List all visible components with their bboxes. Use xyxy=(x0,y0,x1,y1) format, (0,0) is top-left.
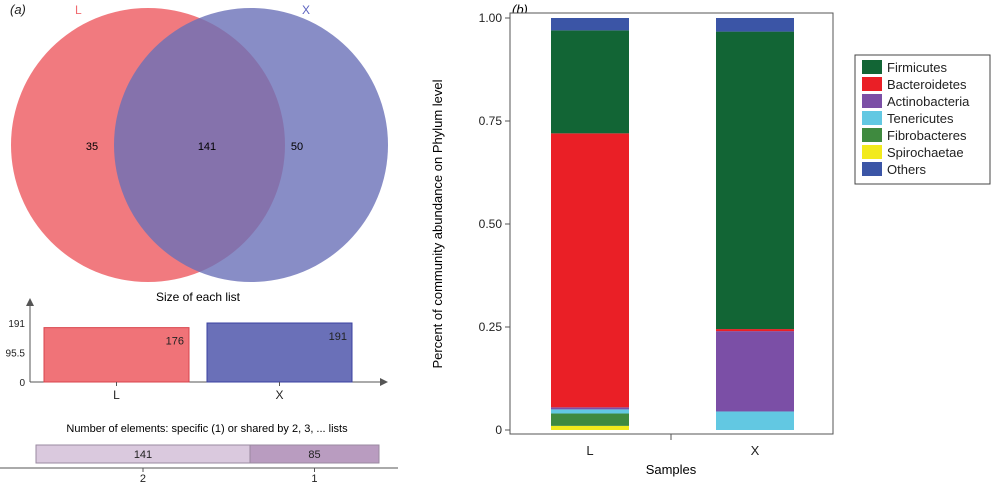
legend-swatch xyxy=(862,94,882,108)
venn-x-only-count: 50 xyxy=(291,141,303,153)
size-chart-y-tick: 95.5 xyxy=(6,349,26,360)
stacked-bar-segment xyxy=(551,30,629,134)
size-chart-title: Size of each list xyxy=(156,290,241,304)
size-chart-x-tick-label: L xyxy=(113,388,120,402)
shared-chart-value-label: 141 xyxy=(134,449,152,461)
stacked-chart: 0 0.25 0.50 0.75 1.00 L X xyxy=(479,11,834,458)
stacked-y-tick-label: 0.25 xyxy=(479,320,503,334)
legend-swatch xyxy=(862,145,882,159)
shared-chart-tick-label: 1 xyxy=(311,473,317,484)
stacked-bar-segment xyxy=(551,133,629,408)
stacked-bar-segment xyxy=(716,18,794,32)
legend: Firmicutes Bacteroidetes Actinobacteria Ten… xyxy=(854,54,991,185)
stacked-y-tick-label: 0 xyxy=(495,423,502,437)
venn-set-x-label: X xyxy=(302,3,310,17)
stacked-x-tick-label: X xyxy=(751,443,760,458)
panel-a-label: (a) xyxy=(10,2,26,17)
shared-chart-title: Number of elements: specific (1) or shar… xyxy=(66,423,348,435)
stacked-bar-segment xyxy=(551,413,629,426)
size-chart-y-tick: 191 xyxy=(8,319,25,330)
legend-swatch xyxy=(862,60,882,74)
size-chart-x-tick-label: X xyxy=(275,388,283,402)
stacked-bar-segment xyxy=(716,329,794,332)
stacked-bar-segment xyxy=(551,409,629,414)
venn-shared-count: 141 xyxy=(198,141,216,153)
shared-chart-value-label: 85 xyxy=(308,449,320,461)
venn-set-l-label: L xyxy=(75,3,82,17)
legend-label: Others xyxy=(887,162,927,177)
stacked-bar-segment xyxy=(551,407,629,410)
size-chart-value-label: 176 xyxy=(166,336,184,348)
legend-label: Spirochaetae xyxy=(887,145,964,160)
stacked-bar-segment xyxy=(716,31,794,330)
venn-circle-x xyxy=(114,8,388,282)
size-chart: 191 95.5 0 176 L 191 X xyxy=(6,298,388,402)
legend-label: Fibrobacteres xyxy=(887,128,967,143)
legend-swatch xyxy=(862,111,882,125)
size-chart-x-arrow xyxy=(380,378,388,386)
legend-swatch xyxy=(862,77,882,91)
legend-label: Bacteroidetes xyxy=(887,77,967,92)
size-chart-value-label: 191 xyxy=(329,331,347,343)
size-chart-bar xyxy=(43,327,190,383)
legend-label: Tenericutes xyxy=(887,111,954,126)
legend-swatch xyxy=(862,162,882,176)
size-chart-bar xyxy=(206,322,353,383)
shared-chart-tick-label: 2 xyxy=(140,473,146,484)
stacked-y-tick-label: 0.50 xyxy=(479,217,503,231)
stacked-bar-segment xyxy=(716,331,794,412)
legend-label: Actinobacteria xyxy=(887,94,970,109)
stacked-y-tick-label: 0.75 xyxy=(479,114,503,128)
size-chart-y-arrow xyxy=(26,298,34,306)
size-chart-y-tick: 0 xyxy=(19,378,25,389)
stacked-x-tick-label: L xyxy=(586,443,593,458)
stacked-y-tick-label: 1.00 xyxy=(479,11,503,25)
stacked-y-axis-label: Percent of community abundance on Phylum… xyxy=(430,79,445,368)
stacked-x-axis-label: Samples xyxy=(646,462,697,477)
legend-label: Firmicutes xyxy=(887,60,947,75)
shared-chart: 141 2 85 1 xyxy=(0,444,398,484)
stacked-bar-segment xyxy=(551,18,629,31)
shared-chart-segment xyxy=(249,444,380,464)
venn-l-only-count: 35 xyxy=(86,141,98,153)
stacked-bar-segment xyxy=(551,425,629,430)
legend-swatch xyxy=(862,128,882,142)
stacked-bar-segment xyxy=(716,411,794,430)
